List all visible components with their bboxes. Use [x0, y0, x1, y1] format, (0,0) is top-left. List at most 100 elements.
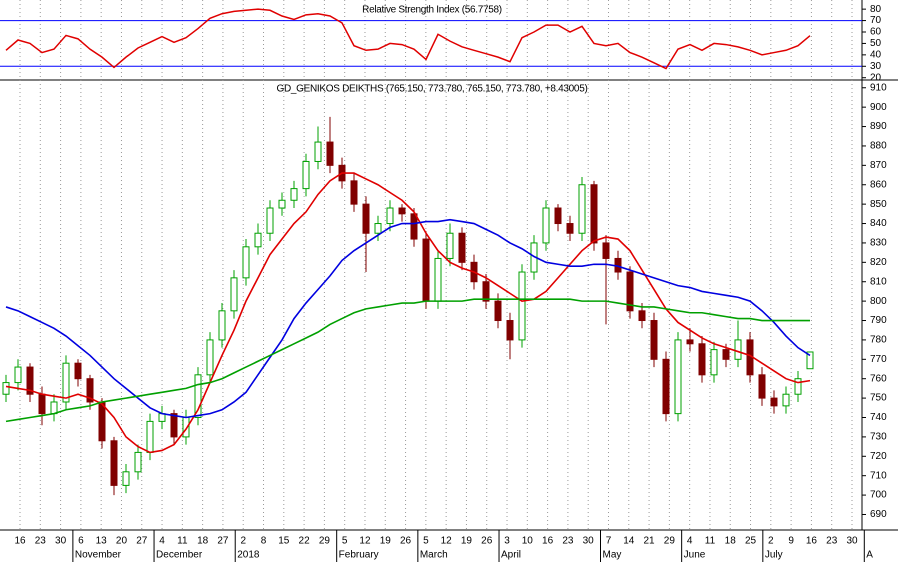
x-tick-label: 23	[826, 536, 838, 547]
candle-body	[62, 362, 70, 403]
y-tick-label: 80	[870, 4, 882, 15]
candle-body	[266, 207, 274, 234]
x-tick-label: 2	[768, 536, 774, 547]
x-tick-label: 7	[606, 536, 612, 547]
candle-body	[674, 339, 682, 415]
x-month-label: June	[684, 550, 706, 561]
candle-body	[806, 351, 814, 370]
y-tick-label: 840	[870, 218, 887, 229]
candle-body	[74, 362, 82, 380]
x-tick-label: 29	[664, 536, 676, 547]
candle-body	[254, 232, 262, 248]
candle-body	[314, 141, 322, 162]
moving-average	[5, 218, 811, 419]
x-tick-label: 9	[788, 536, 794, 547]
candle-body	[770, 397, 778, 407]
rsi-title: Relative Strength Index (56.7758)	[362, 5, 502, 16]
x-tick-label: 4	[159, 536, 165, 547]
y-tick-label: 40	[870, 49, 882, 60]
candle-body	[638, 310, 646, 322]
y-tick-label: 890	[870, 121, 887, 132]
x-tick-label: 30	[846, 536, 858, 547]
candle-body	[374, 223, 382, 234]
moving-average	[5, 298, 810, 423]
x-tick-label: 26	[400, 536, 412, 547]
candle-body	[650, 320, 658, 360]
x-tick-label: 3	[504, 536, 510, 547]
x-tick-label: 19	[380, 536, 392, 547]
x-tick-label: 12	[359, 536, 371, 547]
x-tick-label: 8	[261, 536, 267, 547]
x-tick-label: 22	[299, 536, 311, 547]
candle-body	[170, 413, 178, 438]
candle-body	[26, 366, 34, 395]
x-tick-label: 26	[481, 536, 493, 547]
candle-body	[146, 420, 154, 453]
price-title: GD_GENIKOS DEIKTHS (765.150, 773.780, 76…	[277, 84, 588, 95]
candle-body	[326, 141, 334, 166]
candle-body	[386, 207, 394, 225]
x-month-label: December	[156, 550, 203, 561]
y-tick-label: 740	[870, 412, 887, 423]
x-tick-label: 6	[78, 536, 84, 547]
x-tick-label: 11	[177, 536, 188, 547]
candle-body	[758, 374, 766, 399]
x-tick-label: 30	[583, 536, 595, 547]
x-tick-label: 16	[14, 536, 26, 547]
x-month-label: May	[602, 550, 621, 561]
y-tick-label: 870	[870, 160, 887, 171]
candle-body	[794, 378, 802, 395]
candle-body	[578, 184, 586, 234]
y-tick-label: 30	[870, 61, 882, 72]
y-tick-label: 800	[870, 296, 887, 307]
y-tick-label: 20	[870, 72, 882, 83]
x-tick-label: 10	[522, 536, 534, 547]
x-tick-label: 20	[116, 536, 128, 547]
x-tick-label: 18	[197, 536, 209, 547]
candle-body	[554, 207, 562, 225]
x-tick-label: 16	[542, 536, 554, 547]
candle-body	[350, 180, 358, 205]
x-tick-label: 15	[278, 536, 290, 547]
candle-body	[542, 207, 550, 244]
candle-body	[734, 339, 742, 360]
x-month-label: July	[765, 550, 783, 561]
candle-body	[2, 382, 10, 395]
y-tick-label: 850	[870, 199, 887, 210]
candle-body	[698, 343, 706, 376]
candle-body	[422, 238, 430, 302]
y-tick-label: 710	[870, 470, 887, 481]
y-tick-label: 820	[870, 257, 887, 268]
x-month-label: November	[75, 550, 122, 561]
candle-body	[518, 271, 526, 341]
x-tick-label: 23	[562, 536, 574, 547]
y-tick-label: 770	[870, 354, 887, 365]
candle-body	[302, 160, 310, 190]
candle-body	[122, 471, 130, 486]
x-tick-label: 12	[441, 536, 453, 547]
y-tick-label: 50	[870, 38, 882, 49]
candle-body	[158, 413, 166, 422]
x-month-label: A	[866, 550, 873, 561]
y-tick-label: 730	[870, 432, 887, 443]
y-tick-label: 790	[870, 315, 887, 326]
candle-body	[362, 203, 370, 234]
candle-body	[410, 213, 418, 240]
candle-body	[458, 232, 466, 263]
candle-body	[230, 277, 238, 312]
candle-body	[398, 207, 406, 215]
x-tick-label: 2	[240, 536, 246, 547]
x-tick-label: 30	[55, 536, 67, 547]
y-tick-label: 760	[870, 373, 887, 384]
x-tick-label: 18	[725, 536, 737, 547]
x-tick-label: 5	[423, 536, 429, 547]
x-tick-label: 16	[806, 536, 818, 547]
x-tick-label: 11	[705, 536, 716, 547]
y-tick-label: 690	[870, 509, 887, 520]
rsi-line	[5, 8, 811, 70]
y-tick-label: 880	[870, 141, 887, 152]
candle-body	[782, 393, 790, 407]
candle-body	[194, 374, 202, 418]
candle-body	[506, 320, 514, 341]
